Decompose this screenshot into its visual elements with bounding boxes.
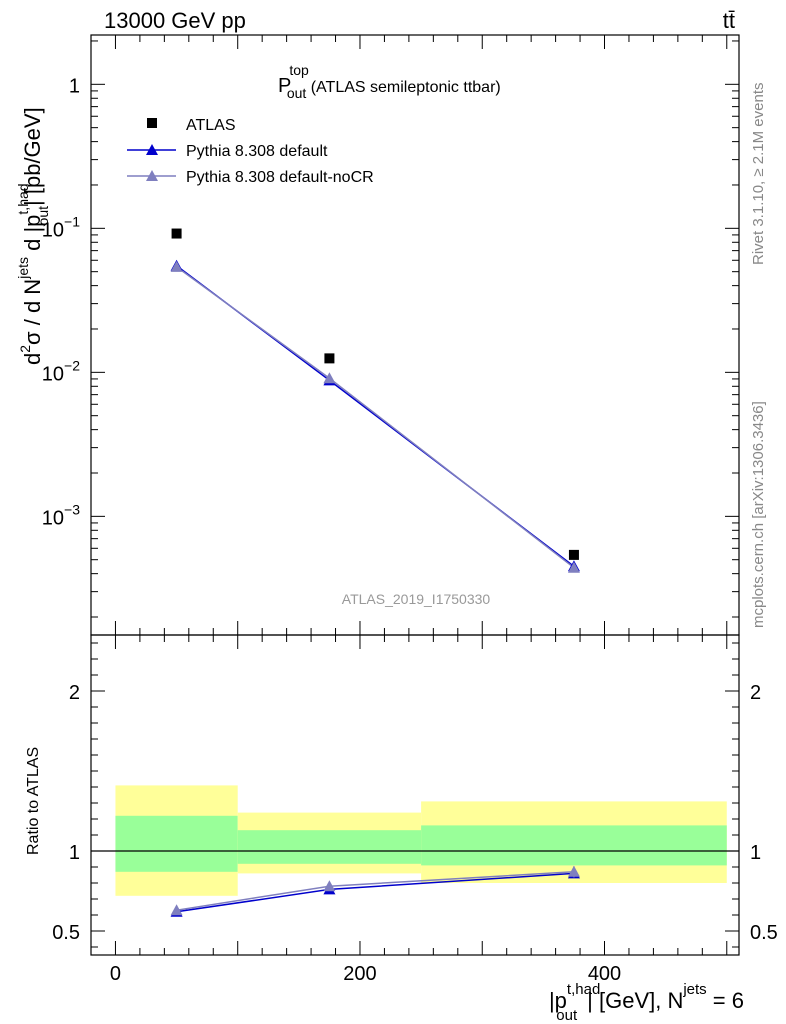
ratio-band-green — [115, 815, 238, 872]
ratio-y-tick-label-right: 0.5 — [750, 922, 778, 944]
xlabel-pre: |p — [549, 988, 567, 1013]
mc-data-point — [567, 561, 580, 573]
energy-label: 13000 GeV pp — [104, 8, 246, 33]
xlabel-mid: | [GeV], N — [587, 988, 683, 1013]
legend-entry-pythia-nocr: Pythia 8.308 default-noCR — [127, 169, 374, 186]
main-series — [170, 228, 580, 573]
main-ylabel-sub: out — [35, 206, 51, 226]
main-ylabel-d: d — [20, 353, 45, 365]
main-series-line — [176, 266, 575, 569]
xlabel-sup2: jets — [682, 981, 706, 998]
main-title-sub: out — [287, 85, 307, 101]
xlabel-sup: t,had — [567, 981, 600, 998]
main-y-axis-label: d2σ / d Njets d |pt,hadout| [pb/GeV] — [15, 107, 51, 365]
mc-data-point — [323, 372, 336, 384]
ratio-x-tick-label: 400 — [588, 963, 621, 985]
main-y-tick-label: 10−1 — [42, 213, 80, 241]
legend-atlas-label: ATLAS — [186, 117, 236, 134]
main-title-symbol: P — [278, 75, 291, 97]
legend-pythia-nocr-label: Pythia 8.308 default-noCR — [186, 169, 374, 186]
legend-pythia-nocr-marker — [146, 170, 158, 181]
ratio-band-green — [237, 830, 422, 864]
main-ylabel-d2: d |p — [20, 215, 45, 257]
ratio-band-green — [421, 825, 727, 866]
main-title-sup: top — [289, 62, 309, 78]
process-label: tt̄ — [723, 8, 735, 33]
ratio-y-tick-label: 0.5 — [52, 922, 80, 944]
ratio-panel: 0.5 0.5 1 1 2 2 0 200 400 Ratio to ATLAS |pt,ha… — [25, 634, 778, 1024]
mc-data-point — [170, 260, 183, 272]
main-panel: Ptop out (ATLAS semileptonic ttbar) d2σ /… — [15, 34, 740, 636]
legend-pythia-default-marker — [146, 144, 158, 155]
main-ylabel-rest: | [pb/GeV] — [20, 107, 45, 206]
atlas-data-point — [171, 228, 182, 239]
main-y-tick-exp: −3 — [64, 501, 80, 517]
ratio-y-tick-label: 2 — [69, 682, 80, 704]
main-y-tick-exp: −1 — [64, 213, 80, 229]
main-y-tick-exp: −2 — [64, 357, 80, 373]
xlabel-sub: out — [556, 1007, 578, 1024]
main-y-ticks: 110−110−210−3 — [42, 40, 739, 618]
atlas-data-point — [324, 353, 335, 364]
main-x-ticks — [114, 35, 728, 635]
legend-pythia-default-label: Pythia 8.308 default — [186, 143, 328, 160]
ratio-uncertainty-bands — [115, 785, 727, 896]
main-ylabel-jets: jets — [15, 257, 31, 280]
main-y-tick-base: 10 — [42, 363, 64, 385]
ratio-y-axis-label: Ratio to ATLAS — [25, 747, 42, 855]
ratio-data-point — [567, 865, 580, 877]
legend-entry-atlas: ATLAS — [147, 117, 236, 134]
ratio-y-ticks: 0.5 0.5 1 1 2 2 — [52, 642, 778, 948]
ratio-panel-frame — [90, 634, 740, 956]
main-ylabel-sup: t,had — [15, 183, 31, 214]
main-y-tick-label: 10−3 — [42, 501, 80, 529]
main-title-rest: (ATLAS semileptonic ttbar) — [306, 79, 500, 96]
ratio-data-point — [323, 880, 336, 892]
mcplots-label: mcplots.cern.ch [arXiv:1306.3436] — [750, 401, 767, 628]
main-y-tick-label: 10−2 — [42, 357, 80, 385]
ratio-y-tick-label-right: 2 — [750, 682, 761, 704]
legend-entry-pythia-default: Pythia 8.308 default — [127, 143, 328, 160]
main-y-tick-label: 1 — [69, 75, 80, 97]
main-title: Ptop out (ATLAS semileptonic ttbar) — [278, 62, 501, 101]
ratio-x-ticks: 0 200 400 — [110, 635, 728, 985]
legend: ATLAS Pythia 8.308 default Pythia 8.308 … — [127, 117, 374, 186]
xlabel-post: = 6 — [707, 988, 744, 1013]
atlas-data-point — [568, 549, 579, 560]
rivet-label: Rivet 3.1.10, ≥ 2.1M events — [750, 83, 767, 266]
ratio-y-tick-label: 1 — [69, 842, 80, 864]
main-y-tick-base: 10 — [42, 219, 64, 241]
main-ylabel-two: 2 — [17, 345, 33, 353]
main-ylabel-sigma: σ / d N — [20, 279, 45, 345]
analysis-watermark: ATLAS_2019_I1750330 — [342, 591, 491, 607]
ratio-x-tick-label: 200 — [343, 963, 376, 985]
ratio-series — [170, 865, 580, 917]
ratio-x-tick-label: 0 — [110, 963, 121, 985]
ratio-data-point — [170, 904, 183, 916]
legend-atlas-marker — [147, 118, 157, 128]
x-axis-label: |pt,had out | [GeV], Njets = 6 — [549, 981, 744, 1024]
ratio-y-tick-label-right: 1 — [750, 842, 761, 864]
main-y-tick-base: 10 — [42, 507, 64, 529]
